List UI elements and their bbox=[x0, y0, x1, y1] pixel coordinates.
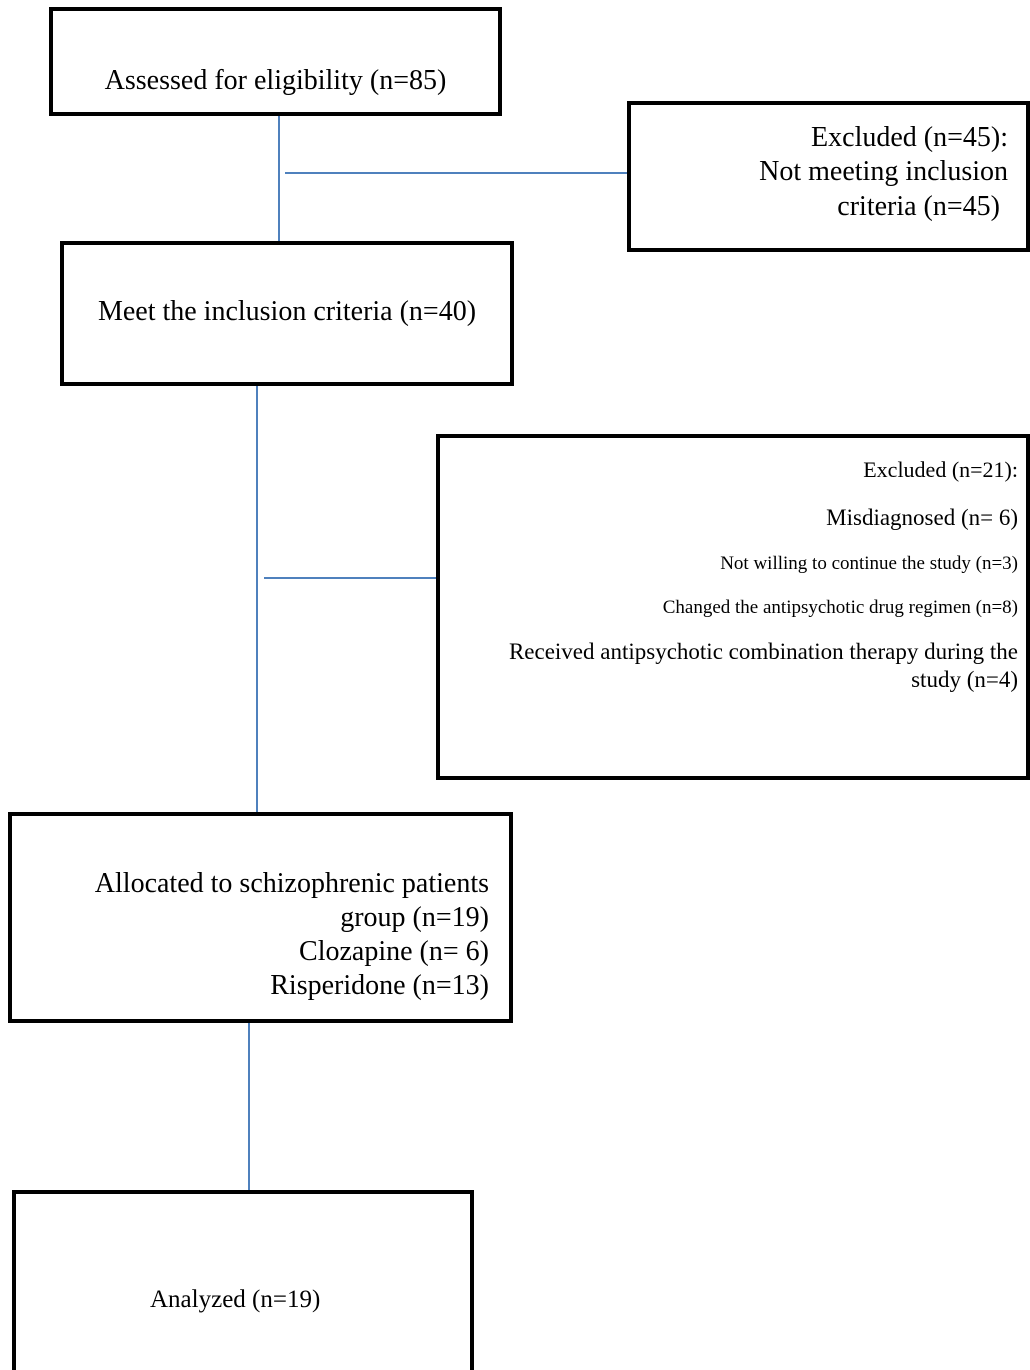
excluded-45-reason-line2: criteria (n=45) bbox=[837, 191, 1000, 222]
meet-inclusion-label: Meet the inclusion criteria (n=40) bbox=[97, 296, 477, 327]
excluded-45-heading: Excluded (n=45): bbox=[811, 122, 1008, 153]
assessed-label: Assessed for eligibility (n=85) bbox=[104, 65, 447, 96]
meet-inclusion-box: Meet the inclusion criteria (n=40) bbox=[60, 241, 514, 386]
analyzed-box: Analyzed (n=19) bbox=[12, 1190, 474, 1370]
allocated-risperidone: Risperidone (n=13) bbox=[270, 970, 489, 1001]
excluded-21-combination-line2: study (n=4) bbox=[911, 667, 1018, 692]
connector-to-excluded-45 bbox=[285, 172, 627, 174]
excluded-21-changed-regimen: Changed the antipsychotic drug regimen (… bbox=[662, 597, 1018, 618]
excluded-45-reason-line1: Not meeting inclusion bbox=[759, 156, 1008, 187]
assessed-box: Assessed for eligibility (n=85) bbox=[49, 7, 502, 116]
connector-allocated-to-analyzed bbox=[248, 1023, 250, 1190]
excluded-21-box: Excluded (n=21): Misdiagnosed (n= 6) Not… bbox=[436, 434, 1030, 780]
excluded-21-combination-line1: Received antipsychotic combination thera… bbox=[508, 639, 1018, 664]
allocated-box: Allocated to schizophrenic patients grou… bbox=[8, 812, 513, 1023]
excluded-21-misdiagnosed: Misdiagnosed (n= 6) bbox=[826, 505, 1018, 530]
allocated-line1: Allocated to schizophrenic patients bbox=[94, 868, 489, 899]
analyzed-label: Analyzed (n=19) bbox=[150, 1286, 321, 1313]
allocated-line2: group (n=19) bbox=[340, 902, 489, 933]
excluded-45-box: Excluded (n=45): Not meeting inclusion c… bbox=[627, 101, 1030, 252]
excluded-21-not-willing: Not willing to continue the study (n=3) bbox=[720, 553, 1018, 574]
excluded-21-heading: Excluded (n=21): bbox=[863, 457, 1018, 482]
connector-to-excluded-21 bbox=[264, 577, 436, 579]
allocated-clozapine: Clozapine (n= 6) bbox=[299, 936, 489, 967]
connector-meet-to-allocated bbox=[256, 386, 258, 812]
connector-assessed-to-meet bbox=[278, 116, 280, 241]
